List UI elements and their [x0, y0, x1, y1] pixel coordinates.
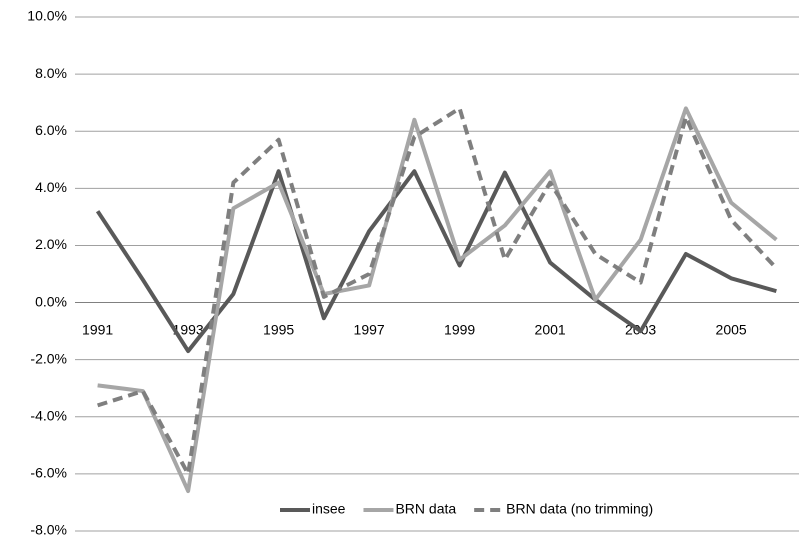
x-tick-label: 1999	[444, 321, 475, 337]
y-tick-label: -8.0%	[30, 522, 67, 538]
y-tick-label: -2.0%	[30, 350, 67, 366]
y-tick-label: 6.0%	[35, 122, 67, 138]
legend-label: BRN data (no trimming)	[506, 501, 653, 517]
x-tick-label: 1991	[82, 321, 113, 337]
y-tick-label: 10.0%	[27, 8, 67, 24]
y-tick-label: 2.0%	[35, 236, 67, 252]
y-tick-label: 0.0%	[35, 293, 67, 309]
y-tick-label: -6.0%	[30, 465, 67, 481]
legend-label: BRN data	[395, 501, 456, 517]
x-tick-label: 2005	[716, 321, 747, 337]
x-tick-label: 1993	[173, 321, 204, 337]
series-line	[97, 106, 778, 476]
series-line	[97, 106, 778, 494]
y-tick-label: 4.0%	[35, 179, 67, 195]
y-tick-label: 8.0%	[35, 65, 67, 81]
x-tick-label: 1995	[263, 321, 294, 337]
legend-label: insee	[312, 501, 346, 517]
y-tick-label: -4.0%	[30, 407, 67, 423]
x-tick-label: 1997	[354, 321, 385, 337]
x-tick-label: 2001	[535, 321, 566, 337]
